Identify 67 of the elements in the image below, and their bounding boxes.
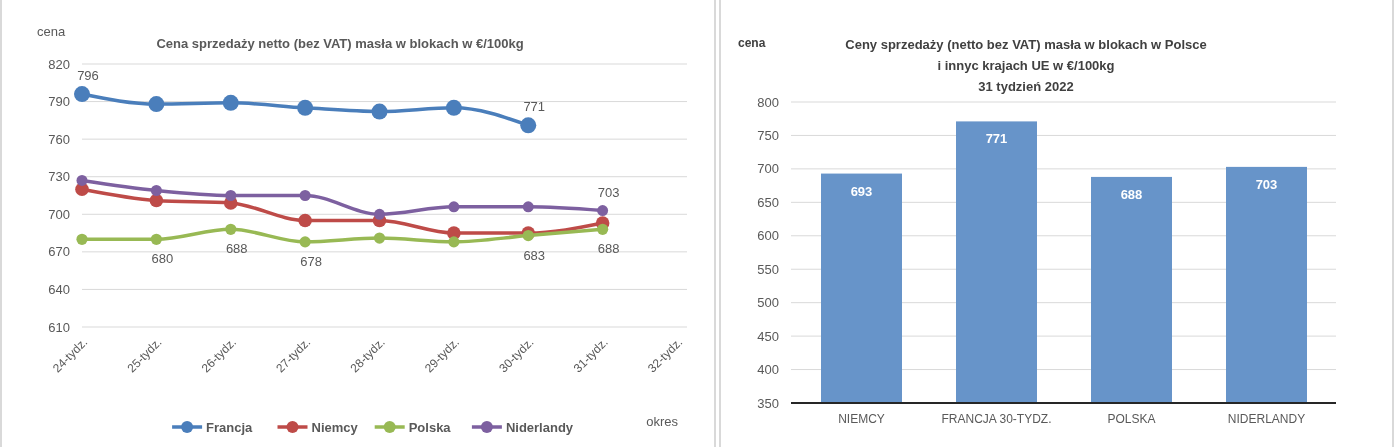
point <box>448 201 460 213</box>
data-label: 683 <box>523 247 546 263</box>
point <box>522 201 534 213</box>
point <box>373 232 386 244</box>
y-tick-label: 600 <box>757 228 779 244</box>
point <box>445 99 462 116</box>
data-label: 678 <box>300 253 322 269</box>
chart-title: Cena sprzedaży netto (bez VAT) masła w blokach w €/100kg <box>156 36 524 51</box>
data-label: 680 <box>151 251 174 267</box>
point <box>448 236 460 248</box>
point <box>150 233 162 245</box>
x-axis-title: okres <box>646 414 679 429</box>
point <box>371 103 388 120</box>
point <box>520 117 537 134</box>
point <box>148 96 165 113</box>
x-tick-label: FRANCJA 30-TYDZ. <box>941 412 1052 426</box>
y-tick-label: 500 <box>757 295 779 311</box>
y-tick-label: 790 <box>48 94 70 110</box>
chart-title: Ceny sprzedaży (netto bez VAT) masła w blokach w Polsce i innyc krajach UE w €/100kg 31 tydzień 2022 <box>845 37 1207 94</box>
y-tick-label: 750 <box>757 127 779 143</box>
point <box>150 184 162 196</box>
data-label: 688 <box>597 241 620 257</box>
point <box>597 205 609 217</box>
legend-label: Niemcy <box>311 419 359 435</box>
legend-label: Polska <box>408 419 452 435</box>
point <box>298 213 312 228</box>
point <box>225 223 237 235</box>
y-axis-title: cena <box>737 36 766 50</box>
point <box>76 233 88 245</box>
y-tick-label: 610 <box>48 319 70 335</box>
point <box>222 94 239 111</box>
y-tick-label: 550 <box>757 261 779 277</box>
data-label: 771 <box>985 131 1008 147</box>
point <box>74 86 90 103</box>
y-tick-label: 640 <box>48 281 70 297</box>
y-tick-label: 670 <box>48 244 70 260</box>
point <box>374 208 385 220</box>
x-tick-label: NIDERLANDY <box>1227 412 1306 426</box>
data-label: 693 <box>850 183 873 199</box>
data-label: 688 <box>225 241 248 257</box>
y-tick-label: 820 <box>48 56 70 72</box>
point <box>297 99 314 116</box>
y-tick-label: 650 <box>757 194 779 210</box>
point <box>299 236 311 248</box>
legend-label: Niderlandy <box>505 419 574 435</box>
data-label: 688 <box>1120 186 1143 202</box>
y-tick-label: 350 <box>757 395 779 411</box>
y-tick-label: 760 <box>48 131 70 147</box>
point <box>76 174 88 186</box>
x-tick-label: NIEMCY <box>838 412 885 426</box>
y-tick-label: 700 <box>48 206 70 222</box>
legend-label: Francja <box>206 419 254 435</box>
data-label: 771 <box>523 99 546 115</box>
data-label: 703 <box>1255 176 1278 192</box>
y-tick-label: 700 <box>757 161 779 177</box>
y-tick-label: 450 <box>757 328 779 344</box>
point <box>299 190 311 201</box>
y-tick-label: 730 <box>48 169 70 185</box>
y-tick-label: 400 <box>757 362 779 378</box>
point <box>597 223 609 235</box>
point <box>225 190 237 201</box>
y-axis-title: cena <box>37 24 66 39</box>
data-label: 796 <box>77 68 99 84</box>
x-tick-label: POLSKA <box>1107 412 1156 426</box>
point <box>149 193 164 208</box>
y-tick-label: 800 <box>757 94 779 110</box>
data-label: 703 <box>597 184 620 200</box>
